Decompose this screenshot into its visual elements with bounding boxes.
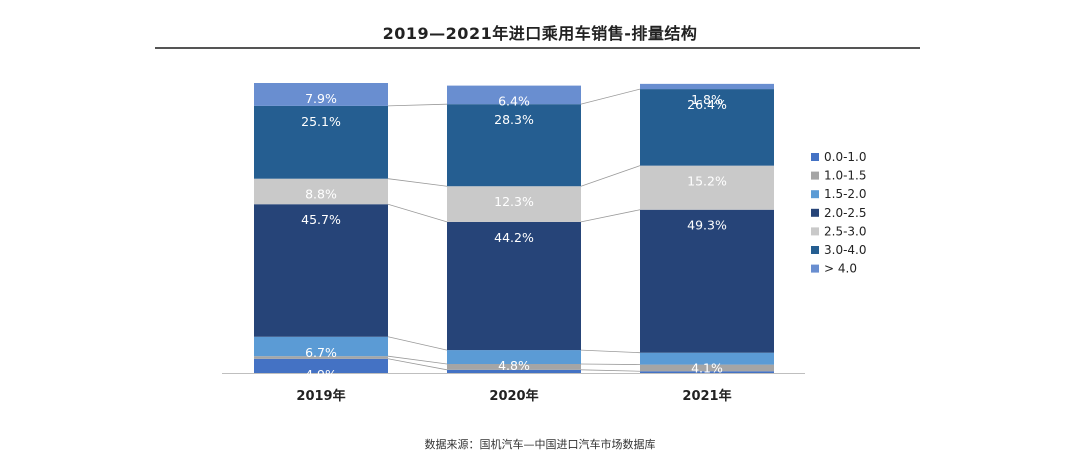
legend-swatch xyxy=(811,171,819,180)
bar-segment-2021-1-0-1-5 xyxy=(640,364,774,372)
data-label: 45.7% xyxy=(301,212,341,227)
legend-label: 0.0-1.0 xyxy=(824,150,867,164)
data-label: 6.4% xyxy=(498,94,530,109)
series-line xyxy=(387,358,448,371)
legend-swatch xyxy=(811,264,819,273)
bar-segment-2021-4-0 xyxy=(640,83,774,90)
bar-segment-2019-4-0 xyxy=(254,83,388,106)
legend-swatch xyxy=(811,208,819,217)
bar-segment-2020-1-0-1-5 xyxy=(447,364,581,370)
bar-segment-2020-0-0-1-0 xyxy=(447,369,581,373)
legend-swatch xyxy=(811,190,819,199)
series-line xyxy=(580,369,641,372)
bar-segment-2021-1-5-2-0 xyxy=(640,352,774,365)
legend-swatch xyxy=(811,227,819,236)
source-note: 数据来源：国机汽车—中国进口汽车市场数据库 xyxy=(424,438,656,451)
chart-title: 2019—2021年进口乘用车销售-排量结构 xyxy=(382,24,698,43)
series-line xyxy=(387,355,448,365)
title-divider xyxy=(155,47,920,49)
bar-segment-2021-2-0-2-5 xyxy=(640,209,774,353)
data-label: 26.4% xyxy=(687,97,727,112)
data-label: 44.2% xyxy=(494,230,534,245)
bar-segment-2019-1-5-2-0 xyxy=(254,336,388,357)
series-line xyxy=(580,349,641,354)
series-line xyxy=(387,336,448,351)
data-label: 12.3% xyxy=(494,194,534,209)
legend-swatch xyxy=(811,246,819,254)
bar-segment-2021-2-5-3-0 xyxy=(640,165,774,210)
data-label: 4.8% xyxy=(498,358,530,373)
legend-label: 1.0-1.5 xyxy=(824,169,867,183)
legend-swatch xyxy=(811,153,819,161)
bar-segment-2020-4-0 xyxy=(447,85,581,105)
data-label: 15.2% xyxy=(687,174,727,189)
bar-segment-2019-1-0-1-5 xyxy=(254,356,388,359)
x-tick-label: 2019年 xyxy=(296,388,345,404)
series-line xyxy=(580,209,641,223)
bar-segment-2021-3-0-4-0 xyxy=(640,89,774,166)
legend-label: 1.5-2.0 xyxy=(824,187,867,201)
bar-segment-2019-0-0-1-0 xyxy=(254,358,388,373)
bar-segment-2020-2-0-2-5 xyxy=(447,221,581,351)
bar-segment-2020-1-5-2-0 xyxy=(447,350,581,365)
series-line xyxy=(387,203,448,223)
series-line xyxy=(387,178,448,187)
legend-label: 3.0-4.0 xyxy=(824,243,867,257)
series-line xyxy=(580,363,641,365)
data-label: 49.3% xyxy=(687,218,727,233)
series-line xyxy=(580,88,641,105)
bar-segment-2019-2-5-3-0 xyxy=(254,178,388,205)
bar-segment-2020-2-5-3-0 xyxy=(447,186,581,222)
data-label: 28.3% xyxy=(494,112,534,127)
data-label: 4.1% xyxy=(691,361,723,376)
bar-segment-2019-3-0-4-0 xyxy=(254,105,388,179)
series-line xyxy=(387,103,448,107)
data-label: 6.7% xyxy=(305,345,337,360)
data-label: 1.8% xyxy=(691,92,723,107)
bar-segment-2019-2-0-2-5 xyxy=(254,204,388,337)
series-line xyxy=(580,165,641,187)
data-label: 25.1% xyxy=(301,114,341,129)
legend-label: > 4.0 xyxy=(824,262,857,276)
data-label: 4.9% xyxy=(305,367,337,382)
x-tick-label: 2021年 xyxy=(682,388,731,404)
bar-segment-2021-0-0-1-0 xyxy=(640,371,774,373)
legend-label: 2.0-2.5 xyxy=(824,206,867,220)
bar-segment-2020-3-0-4-0 xyxy=(447,104,581,187)
data-label: 7.9% xyxy=(305,91,337,106)
data-label: 8.8% xyxy=(305,187,337,202)
legend-label: 2.5-3.0 xyxy=(824,224,867,238)
x-tick-label: 2020年 xyxy=(489,388,538,404)
